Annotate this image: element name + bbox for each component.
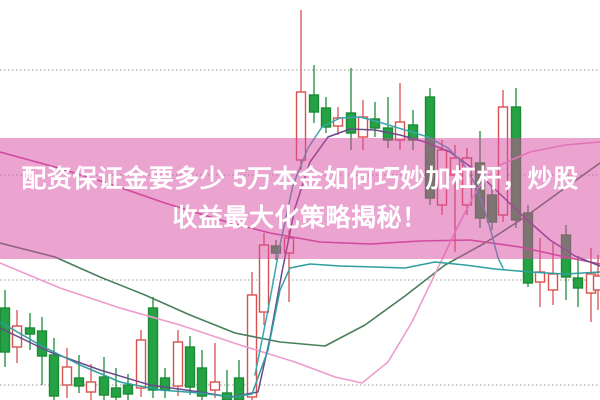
candle-down [369, 102, 381, 137]
candle-down [572, 256, 584, 307]
candle-down [184, 336, 196, 395]
candle-down [147, 297, 159, 398]
candle-down [308, 65, 320, 123]
candle-down [36, 317, 48, 385]
candle-down [233, 360, 245, 400]
candle-down [110, 368, 122, 400]
candle-down [48, 338, 60, 400]
candle-down [320, 97, 332, 133]
ma-teal-flat [0, 261, 600, 398]
headline-line-1: 配资保证金要多少 5万本金如何巧妙加杠杆，炒股 [21, 164, 579, 193]
candle-down [24, 313, 36, 350]
headline-banner: 配资保证金要多少 5万本金如何巧妙加杠杆，炒股 收益最大化策略揭秘！ [0, 138, 600, 259]
candle-up [61, 348, 73, 398]
candle-up [172, 330, 184, 396]
candle-down [98, 357, 110, 400]
candle-down [73, 355, 85, 393]
headline-line-2: 收益最大化策略揭秘！ [172, 203, 428, 232]
candle-down [159, 368, 171, 398]
candle-down [345, 68, 357, 150]
candle-up [209, 343, 221, 398]
